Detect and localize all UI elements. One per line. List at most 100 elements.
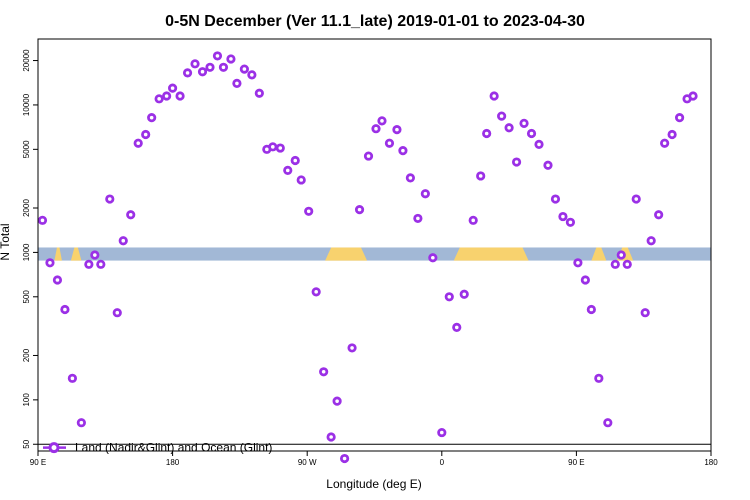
data-point-44 (347, 343, 357, 353)
data-point-55 (428, 253, 438, 263)
data-point-12 (118, 236, 128, 246)
data-point-14 (133, 138, 143, 148)
data-point-81 (622, 259, 632, 269)
land-segment-2 (70, 247, 82, 261)
data-point-16 (147, 113, 157, 123)
data-point-71 (550, 194, 561, 204)
data-point-46 (363, 151, 374, 161)
data-point-59 (459, 289, 469, 299)
y-tick-label-3: 200 (22, 348, 31, 362)
x-axis-ticks: 90 E 180 90 W 0 90 E 180 (30, 451, 718, 467)
data-point-41 (326, 432, 336, 442)
data-point-83 (640, 308, 650, 318)
data-point-13 (126, 210, 136, 220)
data-point-18 (162, 91, 172, 101)
legend: Land (Nadir&Glint) and Ocean (Glint) (43, 441, 272, 455)
data-point-20 (175, 91, 185, 101)
data-point-84 (646, 236, 656, 246)
data-point-15 (141, 129, 151, 140)
data-point-10 (105, 194, 115, 204)
legend-marker (48, 442, 60, 454)
data-point-29 (239, 64, 249, 74)
data-point-76 (586, 304, 596, 315)
data-point-78 (603, 418, 613, 428)
data-point-82 (631, 194, 641, 204)
data-point-58 (452, 322, 462, 333)
data-point-5 (67, 373, 77, 383)
data-point-51 (398, 146, 408, 156)
data-point-53 (413, 213, 423, 224)
data-point-11 (112, 308, 122, 318)
data-point-21 (182, 68, 193, 78)
data-point-88 (674, 113, 685, 123)
data-point-43 (339, 453, 350, 464)
y-tick-label-6: 2000 (22, 199, 31, 217)
data-point-57 (444, 292, 454, 302)
data-point-23 (197, 67, 208, 77)
data-point-3 (52, 275, 63, 285)
data-point-68 (526, 128, 537, 139)
data-point-70 (543, 160, 553, 170)
x-tick-label-2: 180 (166, 458, 180, 467)
data-point-40 (319, 367, 329, 377)
data-point-4 (60, 304, 70, 315)
ocean-band (38, 247, 711, 261)
data-points (37, 51, 698, 464)
data-point-63 (489, 91, 499, 101)
x-tick-label-3: 90 W (298, 458, 317, 467)
data-point-25 (212, 51, 223, 61)
data-point-39 (311, 287, 321, 297)
data-point-28 (232, 78, 242, 88)
data-point-24 (205, 62, 215, 72)
data-point-36 (290, 155, 300, 166)
data-point-26 (218, 62, 229, 72)
data-point-56 (437, 427, 447, 438)
land-segment-4 (453, 247, 529, 261)
x-tick-label-4: 0 (440, 458, 445, 467)
data-point-9 (96, 259, 106, 269)
y-tick-label-8: 10000 (22, 93, 31, 116)
data-point-27 (226, 54, 236, 64)
data-point-7 (84, 259, 94, 269)
data-point-64 (497, 111, 507, 121)
x-tick-label-6: 180 (704, 458, 718, 467)
data-point-86 (660, 138, 670, 148)
data-point-90 (688, 91, 698, 101)
data-point-66 (511, 157, 522, 167)
data-point-69 (534, 139, 544, 150)
surface-band (38, 247, 711, 261)
data-point-60 (468, 215, 478, 225)
y-tick-label-2: 100 (22, 393, 31, 407)
y-tick-label-5: 1000 (22, 243, 31, 261)
data-point-30 (247, 70, 257, 80)
data-point-8 (90, 250, 100, 260)
data-point-52 (405, 173, 415, 183)
data-point-61 (476, 171, 486, 181)
chart-title: 0-5N December (Ver 11.1_late) 2019-01-01… (165, 13, 585, 30)
data-point-73 (565, 217, 576, 227)
y-tick-label-1: 50 (22, 439, 31, 448)
y-tick-label-4: 500 (22, 290, 31, 304)
data-point-33 (268, 142, 278, 152)
data-point-45 (354, 205, 365, 215)
data-point-65 (504, 123, 514, 133)
y-tick-label-7: 5000 (22, 140, 31, 158)
data-point-19 (168, 83, 178, 93)
data-point-87 (667, 129, 677, 140)
data-point-67 (519, 118, 529, 128)
data-point-80 (616, 250, 626, 260)
data-point-79 (610, 259, 620, 269)
data-point-38 (304, 206, 314, 216)
plot-frame (37, 38, 712, 452)
data-point-2 (45, 258, 55, 268)
x-axis-label: Longitude (deg E) (326, 477, 421, 491)
data-point-49 (384, 138, 395, 148)
data-point-72 (558, 211, 568, 222)
data-point-37 (296, 175, 306, 185)
data-point-54 (420, 189, 430, 199)
x-tick-label-5: 90 E (568, 458, 584, 467)
data-point-1 (37, 215, 48, 225)
y-axis-label: N Total (0, 223, 12, 260)
data-point-34 (275, 143, 285, 153)
